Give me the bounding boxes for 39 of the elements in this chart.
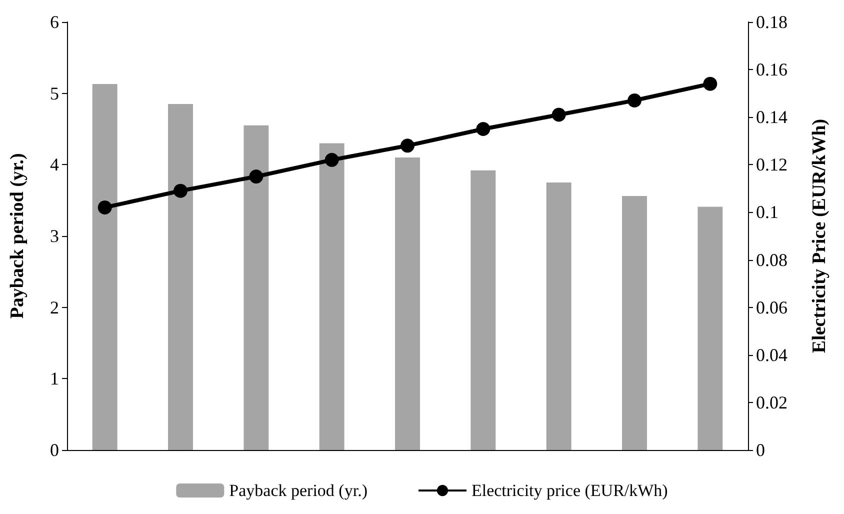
y2-tick-label: 0 [756, 440, 765, 460]
y-tick-label: 2 [50, 297, 59, 318]
y2-tick-label: 0.02 [756, 392, 788, 412]
legend-label: Payback period (yr.) [229, 481, 368, 500]
y2-tick-label: 0.08 [756, 250, 788, 270]
y2-tick-label: 0.1 [756, 202, 778, 222]
bar [319, 143, 344, 450]
point [324, 152, 339, 167]
point [98, 200, 112, 214]
bar [470, 170, 496, 450]
point [703, 76, 718, 91]
y2-tick-label: 0.14 [756, 107, 788, 128]
bar [92, 84, 118, 450]
y2-axis-title: Electricity Price (EUR/kWh) [809, 118, 830, 354]
bar [622, 196, 647, 450]
bar [395, 158, 420, 450]
point [400, 138, 414, 153]
y-axis-title: Payback period (yr.) [7, 153, 28, 319]
bar [698, 206, 723, 450]
y2-tick-label: 0.12 [756, 154, 788, 175]
bar [168, 104, 193, 450]
point [476, 122, 490, 136]
bar [244, 125, 269, 450]
point [552, 108, 566, 122]
y2-tick-label: 0.18 [756, 12, 788, 32]
legend-label: Electricity price (EUR/kWh) [471, 481, 668, 500]
point [249, 170, 264, 184]
point [174, 184, 188, 198]
y-tick-label: 5 [50, 83, 59, 104]
bar [546, 182, 572, 450]
y2-tick-label: 0.04 [756, 344, 788, 365]
y-tick-label: 0 [50, 440, 59, 460]
y2-tick-label: 0.16 [756, 60, 788, 80]
y-tick-label: 3 [50, 226, 59, 246]
y2-tick-label: 0.06 [756, 297, 788, 318]
point [628, 93, 642, 108]
y-tick-label: 1 [50, 368, 59, 389]
y-tick-label: 6 [50, 12, 59, 32]
y-tick-label: 4 [50, 154, 59, 175]
